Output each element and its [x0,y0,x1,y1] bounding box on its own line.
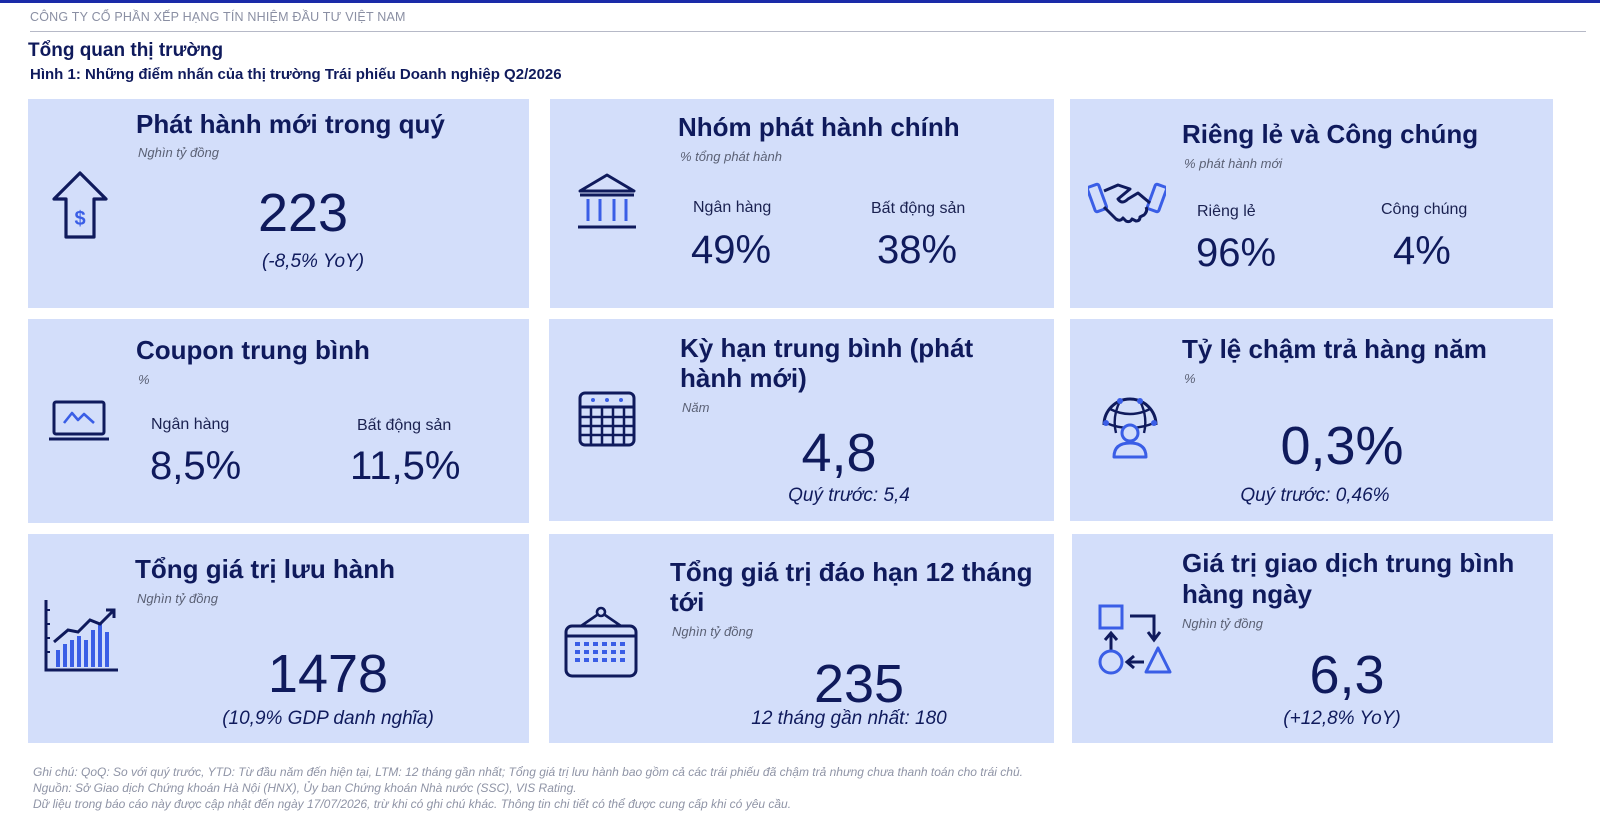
card-subtext: 12 tháng gần nhất: 180 [751,708,947,729]
card-subtext: (10,9% GDP danh nghĩa) [222,708,434,729]
calendar-hanging-icon [564,606,638,678]
card-subtext: Quý trước: 0,46% [1240,485,1390,506]
card-value: 1478 [267,644,389,704]
card-unit: % tổng phát hành [680,149,782,164]
svg-text:$: $ [74,208,85,230]
card-title-line2: tới [670,587,705,617]
card-value: 235 [813,654,905,714]
card-main-issuers: Nhóm phát hành chính % tổng phát hành Ng… [550,99,1054,308]
card-title: Tổng giá trị lưu hành [135,554,396,584]
footnote-source: Nguồn: Sở Giao dịch Chứng khoán Hà Nội (… [33,781,577,795]
card-title: Tỷ lệ chậm trả hàng năm [1182,334,1487,364]
label-banking: Ngân hàng [693,199,772,216]
card-title: Coupon trung bình [136,335,370,365]
card-title-line1: Kỳ hạn trung bình (phát [680,333,974,363]
card-unit: % [138,372,150,387]
card-unit: Nghìn tỷ đồng [1182,616,1263,631]
card-title-line2: hành mới) [680,363,807,393]
card-default-rate: Tỷ lệ chậm trả hàng năm % 0,3% Quý trước… [1070,319,1553,521]
growth-chart-icon [44,600,118,672]
card-subtext: Quý trước: 5,4 [788,485,910,506]
label-real-estate: Bất động sản [357,417,452,434]
calendar-icon [578,391,636,447]
card-unit: Nghìn tỷ đồng [137,591,218,606]
card-unit: Năm [682,400,710,415]
card-avg-coupon: Coupon trung bình % Ngân hàng 8,5% Bất đ… [28,319,529,523]
card-new-issuance: Phát hành mới trong quý Nghìn tỷ đồng $ … [28,99,529,308]
card-unit: Nghìn tỷ đồng [138,145,219,160]
card-value: 4,8 [801,423,877,483]
footnote-data-date: Dữ liệu trong báo cáo này được cập nhật … [33,797,792,811]
label-banking: Ngân hàng [151,416,230,433]
figure-title: Hình 1: Những điểm nhấn của thị trường T… [30,66,562,83]
value-private: 96% [1196,231,1277,275]
card-maturing: Tổng giá trị đáo hạn 12 tháng tới Nghìn … [549,534,1054,743]
card-subtext: (-8,5% YoY) [261,251,365,272]
value-banking: 8,5% [150,444,242,488]
laptop-chart-icon [49,400,109,441]
card-title: Nhóm phát hành chính [678,112,960,142]
card-private-public: Riêng lẻ và Công chúng % phát hành mới R… [1070,99,1553,308]
card-value: 0,3% [1280,416,1404,476]
card-unit: % phát hành mới [1184,156,1283,171]
value-banking: 49% [691,228,772,272]
top-accent-bar [0,0,1600,3]
card-subtext: (+12,8% YoY) [1283,708,1401,729]
arrow-up-dollar-icon: $ [52,171,108,239]
card-daily-trading: Giá trị giao dịch trung bình hàng ngày N… [1072,534,1553,743]
bank-icon [578,173,636,229]
card-unit: Nghìn tỷ đồng [672,624,753,639]
handshake-icon [1088,182,1166,224]
value-real-estate: 38% [877,228,958,272]
footnotes: Ghi chú: QoQ: So với quý trước, YTD: Từ … [33,764,1023,812]
label-real-estate: Bất động sản [871,200,966,217]
company-name: CÔNG TY CỔ PHẦN XẾP HẠNG TÍN NHIỆM ĐẦU T… [30,10,406,24]
card-title-line2: hàng ngày [1182,579,1313,609]
card-title-line1: Tổng giá trị đáo hạn 12 tháng [670,557,1033,587]
shapes-flow-icon [1098,604,1172,675]
header-divider [30,31,1586,32]
card-unit: % [1184,371,1196,386]
card-title: Phát hành mới trong quý [136,109,445,139]
card-title: Riêng lẻ và Công chúng [1182,119,1479,149]
card-outstanding: Tổng giá trị lưu hành Nghìn tỷ đồng 1478… [28,534,529,743]
card-value: 6,3 [1309,645,1385,705]
label-public: Công chúng [1381,201,1468,218]
value-real-estate: 11,5% [350,444,461,488]
card-value: 223 [257,183,349,243]
card-avg-tenor: Kỳ hạn trung bình (phát hành mới) Năm 4,… [549,319,1054,521]
value-public: 4% [1393,229,1451,273]
label-private: Riêng lẻ [1197,203,1256,220]
section-title: Tổng quan thị trường [28,40,224,61]
card-title-line1: Giá trị giao dịch trung bình [1182,548,1515,578]
footnote-notes: Ghi chú: QoQ: So với quý trước, YTD: Từ … [33,765,1023,779]
globe-user-icon [1102,397,1158,459]
